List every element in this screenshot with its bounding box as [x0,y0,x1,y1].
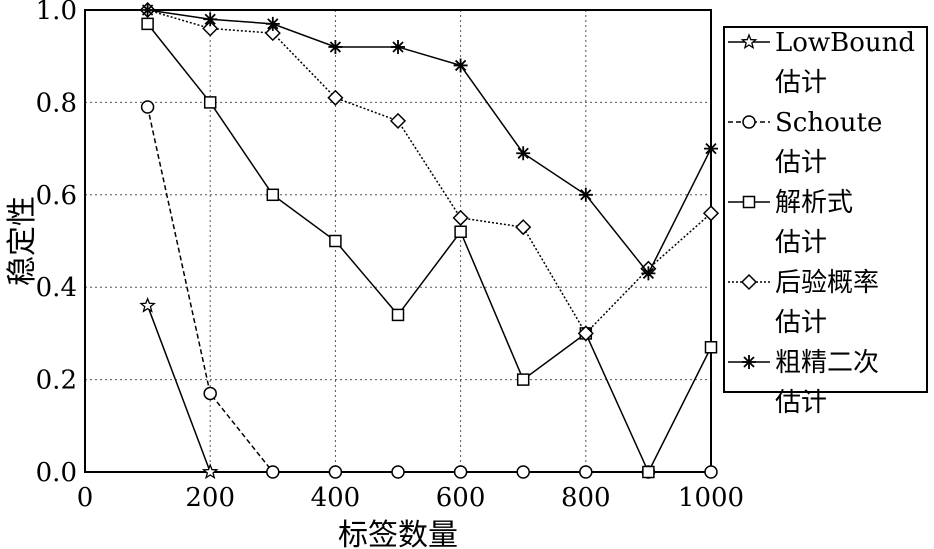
series-line [147,9,712,335]
legend-label: Schoute [775,108,882,138]
data-point [704,465,718,479]
x-tick-label: 0 [77,483,94,513]
y-tick-label: 0.2 [36,366,77,396]
data-point [391,465,405,479]
data-point [453,465,468,479]
x-tick-label: 400 [311,483,361,513]
x-tick-label: 600 [436,483,486,513]
x-tick-label: 1000 [678,483,744,513]
y-tick-label: 0.4 [36,273,77,303]
data-point [704,341,718,354]
data-point [266,188,280,202]
data-point [704,141,718,156]
series-layer [139,1,720,480]
data-point [453,58,468,73]
y-axis-title: 稳定性 [5,196,40,286]
data-point [203,96,217,109]
series-asterisk [140,3,718,281]
x-tick-label: 200 [185,483,235,513]
legend-label: LowBound [775,28,915,58]
legend-item: LowBound 估计 [728,28,915,98]
y-tick-label: 0.8 [36,88,77,118]
legend-marker-swatch [742,355,756,369]
legend-marker-swatch [740,273,758,291]
data-point [515,219,532,236]
data-point [327,89,344,106]
legend-label: 估计 [775,388,827,418]
x-axis-title: 标签数量 [338,518,458,549]
data-point [578,187,593,202]
data-point [265,16,280,31]
data-point [577,325,594,342]
legend-label: 估计 [775,148,827,178]
data-point [140,3,155,17]
legend-label: 解析式 [775,188,853,218]
data-point [391,308,405,322]
data-point [579,465,593,479]
x-tick-label: 800 [561,483,611,513]
series-square [141,17,718,479]
series-line [146,305,211,473]
data-point [203,386,217,401]
data-point [328,39,343,54]
data-point [203,12,218,27]
data-point [516,146,531,161]
series-star [139,296,219,480]
data-point [452,209,469,226]
data-point [454,225,467,239]
data-point [516,465,530,479]
data-point [264,25,281,42]
legend-marker-swatch [742,195,756,209]
data-point [266,465,280,479]
data-point [140,100,155,114]
data-point [642,465,655,479]
legend-label: 后验概率 [775,268,879,298]
data-point [641,266,656,281]
data-point [202,20,219,37]
data-point [329,234,342,248]
data-point [201,463,219,480]
legend-marker-swatch [740,33,758,50]
data-point [702,205,720,222]
legend-item: Schoute 估计 [728,108,882,178]
legend-label: 估计 [775,228,827,258]
legend-label: 估计 [775,68,827,98]
tick-labels: 0 200 400 600 800 1000 0.0 0.2 0.4 0.6 0.8 1.0 [36,0,744,513]
data-point [391,39,405,54]
series-circle [140,100,718,479]
data-point [516,373,530,386]
data-point [141,17,154,31]
series-line [147,23,712,474]
series-diamond [139,1,720,342]
legend-label: 估计 [775,308,827,338]
legend-marker-swatch [742,115,756,129]
series-line [146,106,711,473]
y-tick-label: 0.0 [36,458,77,488]
legend-label: 粗精二次 [775,348,879,378]
series-line [147,9,712,275]
y-tick-label: 0.6 [36,181,77,211]
legend-box [723,26,928,393]
data-point [139,296,156,313]
data-point [389,112,407,129]
data-point [328,465,343,479]
y-tick-label: 1.0 [36,0,77,26]
